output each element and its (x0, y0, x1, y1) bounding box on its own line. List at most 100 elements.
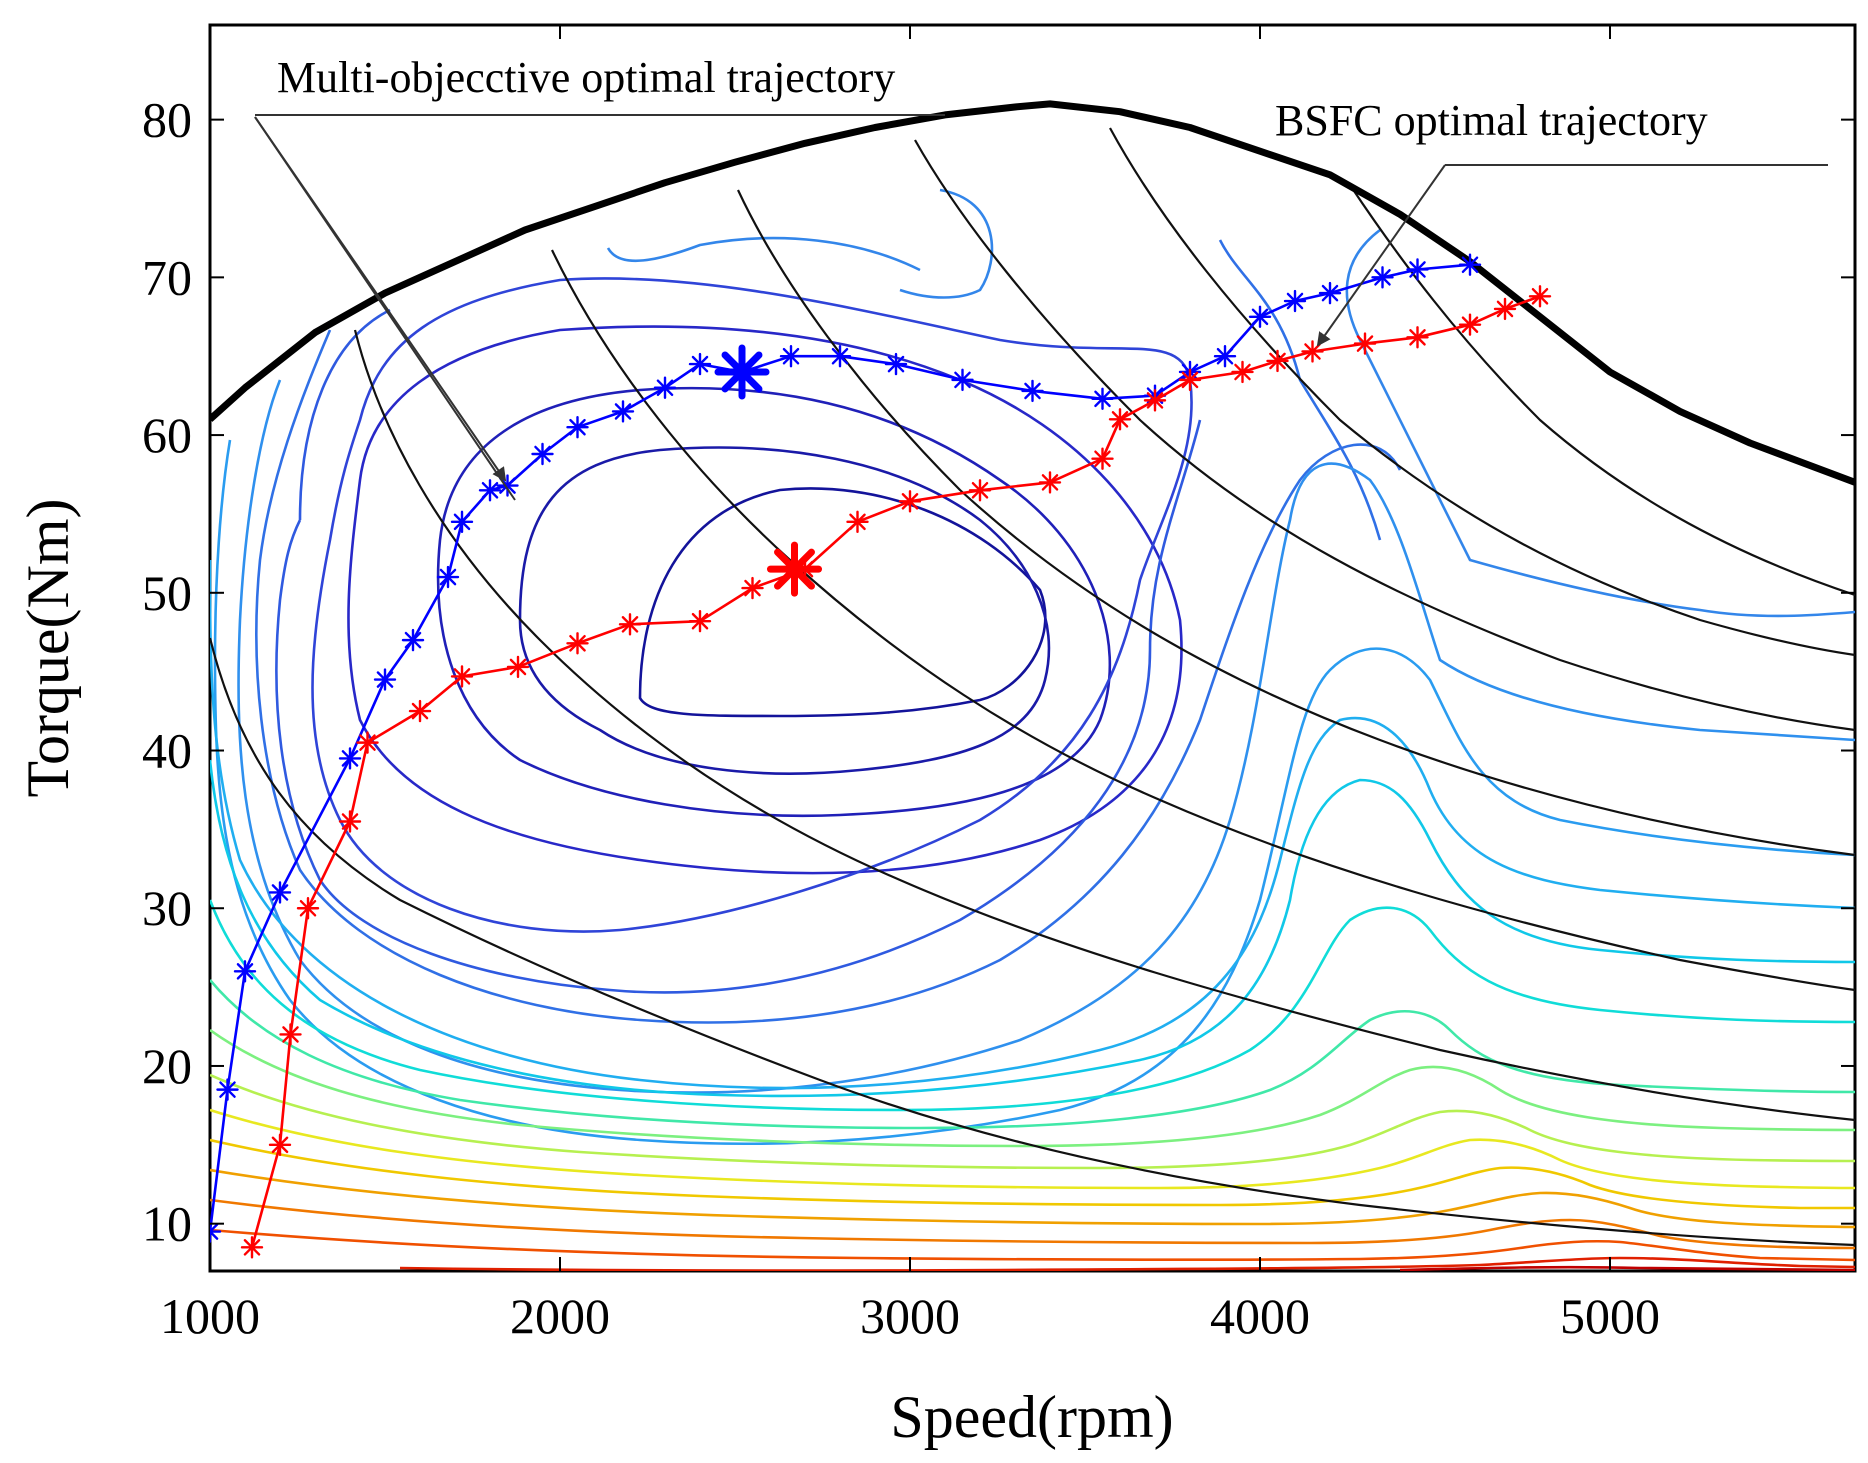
iso-power-line (551, 249, 1855, 992)
bsfc-point (1528, 285, 1552, 308)
plot-area-frame (208, 23, 1857, 1273)
multi-objective-point (1458, 253, 1482, 276)
annotation-leader-line (254, 116, 516, 501)
y-tick-label: 80 (142, 92, 192, 148)
y-tick-label: 20 (142, 1038, 192, 1094)
y-tick-label: 10 (142, 1196, 192, 1252)
bsfc-point (846, 510, 869, 534)
multi-objective-point (216, 1078, 239, 1101)
contour-line (210, 1028, 1855, 1148)
bsfc-trajectory-line (250, 295, 1541, 1248)
multi-objective-point (653, 376, 677, 399)
multi-objective-point (373, 668, 397, 691)
bsfc-optimal-marker (767, 541, 822, 597)
axes-layer: 1000 2000 3000 4000 5000 10 20 30 40 50 60 70 80 (142, 25, 1855, 1344)
iso-power-line (210, 637, 1855, 1247)
contour-line (213, 439, 1855, 1146)
multi-objective-point (1318, 281, 1342, 305)
multi-objective-point (884, 352, 908, 376)
multi-objective-point (401, 628, 425, 652)
bsfc-point (408, 699, 432, 723)
bsfc-point (741, 576, 764, 600)
multi-objective-point (233, 960, 257, 983)
iso-power-line (1349, 184, 1855, 597)
contour-line (347, 325, 1183, 875)
contour-line (606, 188, 1855, 618)
y-tick-label: 70 (142, 249, 192, 305)
annotation-multi-objective-text: Multi-objecctive optimal trajectory (277, 53, 895, 102)
annotation-bsfc: BSFC optimal trajectory (1275, 96, 1828, 347)
bsfc-point (506, 655, 530, 679)
contour-line (210, 1073, 1855, 1170)
bsfc-point (338, 810, 362, 833)
multi-objective-point (450, 510, 474, 534)
multi-objective-point (688, 352, 712, 376)
y-axis-label: Torque(Nm) (15, 498, 81, 797)
contour-line (275, 308, 1202, 994)
bsfc-point (1231, 360, 1254, 384)
bsfc-point (618, 613, 642, 636)
max-torque-line (210, 100, 1855, 486)
bsfc-point (268, 1133, 292, 1157)
x-tick-label: 3000 (860, 1288, 960, 1344)
multi-objective-point (779, 345, 803, 368)
multi-objective-point (1091, 387, 1114, 410)
x-tick-label: 1000 (160, 1288, 260, 1344)
multi-objective-point (1406, 258, 1429, 281)
contour-line (210, 1138, 1855, 1210)
iso-power-line (737, 189, 1855, 857)
x-axis-label: Speed(rpm) (890, 1384, 1173, 1450)
x-tick-label: 5000 (1560, 1288, 1660, 1344)
bsfc-point (1108, 408, 1132, 431)
bsfc-point (968, 479, 992, 502)
iso-power-line (353, 329, 1855, 1122)
contour-line (518, 446, 1051, 775)
bsfc-point (240, 1236, 264, 1259)
iso-power-line (1109, 127, 1855, 657)
bsfc-point (566, 632, 589, 655)
bsfc-point (1143, 389, 1167, 412)
multi-objective-point (531, 442, 554, 466)
multi-objective-point (210, 1220, 222, 1243)
y-tick-label: 30 (142, 880, 192, 936)
bsfc-point (1038, 471, 1062, 494)
iso-power-line (914, 139, 1855, 732)
bsfc-point (450, 665, 474, 688)
iso-power-lines (210, 127, 1855, 1247)
bsfc-point (688, 609, 712, 633)
x-tick-label: 2000 (510, 1288, 610, 1344)
y-tick-label: 60 (142, 407, 192, 463)
multi-objective-point (1248, 305, 1272, 328)
multi-objective-point (1021, 379, 1044, 403)
contour-line (210, 899, 1855, 1112)
multi-objective-point (338, 747, 362, 770)
bsfc-point (1493, 297, 1517, 321)
contour-line (210, 1108, 1855, 1190)
multi-objective-point (268, 881, 292, 904)
contour-line (399, 1256, 1855, 1271)
y-tick-label: 40 (142, 723, 192, 779)
annotation-multi-objective: Multi-objecctive optimal trajectory (254, 53, 945, 501)
multi-objective-point (478, 479, 502, 502)
bsfc-point (1091, 447, 1114, 470)
contour-line (210, 979, 1855, 1130)
bsfc-point (296, 897, 320, 920)
multi-objective-point (566, 415, 589, 439)
contour-line (210, 1168, 1855, 1229)
multi-objective-point (436, 565, 460, 589)
multi-objective-point (828, 345, 852, 368)
multi-objective-point (1371, 266, 1394, 289)
bsfc-point (1266, 349, 1289, 373)
contour-line (436, 386, 1112, 818)
multi-objective-point (1213, 345, 1237, 368)
contour-line (237, 379, 1855, 1094)
bsfc-point (1406, 326, 1429, 349)
y-tick-label: 50 (142, 565, 192, 621)
x-tick-label: 4000 (1210, 1288, 1310, 1344)
contour-line (1399, 1265, 1855, 1271)
bsfc-point (898, 490, 922, 513)
contour-line (210, 1198, 1855, 1250)
bsfc-point (1301, 340, 1324, 363)
contour-line (210, 1228, 1855, 1262)
